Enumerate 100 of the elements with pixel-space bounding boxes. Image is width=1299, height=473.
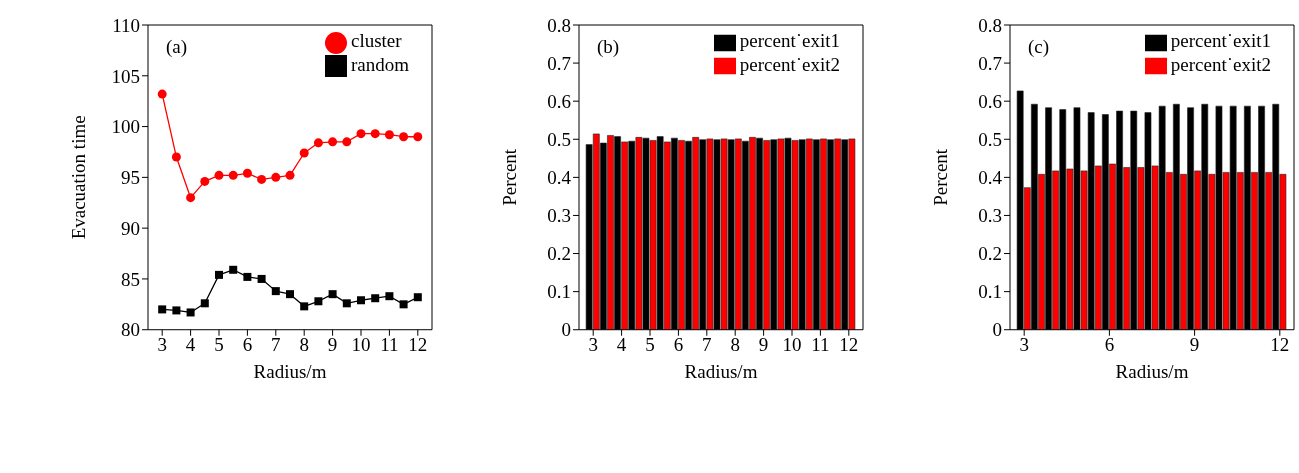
x-tick-label: 12 [408, 334, 428, 356]
x-tick-label: 9 [1189, 334, 1200, 356]
y-tick-label: 0.4 [547, 167, 572, 189]
x-tick-label: 10 [351, 334, 371, 356]
point [158, 305, 167, 314]
point [370, 129, 380, 139]
y-tick-label: 0.6 [547, 90, 571, 112]
y-tick-label: 0.3 [547, 205, 571, 227]
point [313, 138, 323, 148]
x-tick-label: 10 [782, 334, 802, 356]
y-tick-label: 90 [121, 217, 140, 239]
x-tick-label: 12 [1270, 334, 1290, 356]
point [242, 168, 252, 178]
point [172, 306, 181, 315]
point [413, 132, 423, 142]
y-tick-label: 0.7 [547, 52, 571, 74]
legend-label: percent˙exit1 [1170, 30, 1271, 51]
x-axis-title: Radius/m [1115, 360, 1189, 382]
point [200, 176, 210, 186]
y-tick-label: 0.8 [978, 14, 1002, 36]
point [257, 274, 266, 283]
x-tick-label: 3 [588, 334, 598, 356]
y-tick-label: 0.8 [547, 14, 571, 36]
point [342, 137, 352, 147]
x-axis-title: Radius/m [684, 360, 758, 382]
y-tick-label: 0.2 [547, 243, 571, 265]
y-tick-label: 0.6 [978, 90, 1002, 112]
point [157, 89, 167, 99]
y-tick-label: 0.5 [547, 129, 571, 151]
x-tick-label: 3 [1019, 334, 1029, 356]
x-tick-label: 3 [157, 334, 167, 356]
point [356, 129, 366, 139]
point [357, 296, 365, 305]
legend-label: random [350, 53, 409, 75]
x-tick-label: 9 [758, 334, 769, 356]
x-axis-title: Radius/m [253, 360, 327, 382]
x-tick-label: 7 [702, 334, 712, 356]
x-tick-label: 4 [616, 334, 627, 356]
y-tick-label: 95 [121, 167, 140, 189]
x-tick-label: 5 [645, 334, 655, 356]
point [286, 290, 294, 299]
annotation: (b) [597, 36, 620, 58]
annotation: (a) [166, 36, 188, 58]
point [342, 299, 351, 308]
y-axis-title: Percent [929, 148, 951, 206]
point [229, 265, 238, 274]
y-tick-label: 105 [111, 65, 140, 87]
point [243, 272, 252, 281]
x-tick-label: 4 [185, 334, 196, 356]
x-tick-label: 5 [214, 334, 224, 356]
point [285, 170, 295, 180]
point [200, 299, 209, 308]
point [228, 170, 238, 180]
y-tick-label: 0.1 [978, 281, 1002, 303]
y-axis-title: Evacuation time [67, 115, 89, 240]
annotation: (c) [1028, 36, 1050, 58]
y-tick-label: 0.4 [978, 167, 1003, 189]
x-tick-label: 8 [730, 334, 740, 356]
point [271, 287, 280, 296]
point [314, 297, 323, 306]
y-tick-label: 110 [112, 14, 140, 36]
legend-label: percent˙exit1 [739, 30, 840, 51]
x-tick-label: 11 [380, 334, 399, 356]
y-tick-label: 0 [561, 319, 571, 341]
point [299, 148, 309, 158]
point [328, 137, 338, 147]
y-axis-title: Percent [498, 148, 520, 206]
point [215, 270, 223, 279]
legend-label: percent˙exit2 [739, 53, 840, 75]
point [186, 193, 196, 203]
point [271, 172, 281, 182]
point [171, 152, 181, 162]
x-tick-label: 6 [1104, 334, 1115, 356]
y-tick-label: 0 [992, 319, 1002, 341]
x-tick-label: 12 [839, 334, 859, 356]
point [399, 300, 408, 309]
point [371, 294, 380, 303]
y-tick-label: 85 [121, 268, 140, 290]
x-tick-label: 9 [327, 334, 338, 356]
point [257, 174, 267, 184]
point [384, 130, 394, 140]
y-tick-label: 0.3 [978, 205, 1002, 227]
y-tick-label: 0.7 [978, 52, 1002, 74]
x-tick-label: 11 [811, 334, 830, 356]
y-tick-label: 80 [121, 319, 140, 341]
x-tick-label: 6 [673, 334, 684, 356]
legend-label: percent˙exit2 [1170, 53, 1271, 75]
y-tick-label: 100 [111, 116, 140, 138]
point [328, 290, 337, 299]
legend-label: cluster [350, 30, 402, 51]
y-tick-label: 0.1 [547, 281, 571, 303]
y-tick-label: 0.5 [978, 129, 1002, 151]
x-tick-label: 7 [271, 334, 281, 356]
point [399, 132, 409, 142]
point [385, 292, 394, 301]
point [214, 170, 224, 180]
x-tick-label: 8 [299, 334, 309, 356]
point [186, 308, 195, 317]
x-tick-label: 6 [242, 334, 253, 356]
point [300, 302, 309, 311]
